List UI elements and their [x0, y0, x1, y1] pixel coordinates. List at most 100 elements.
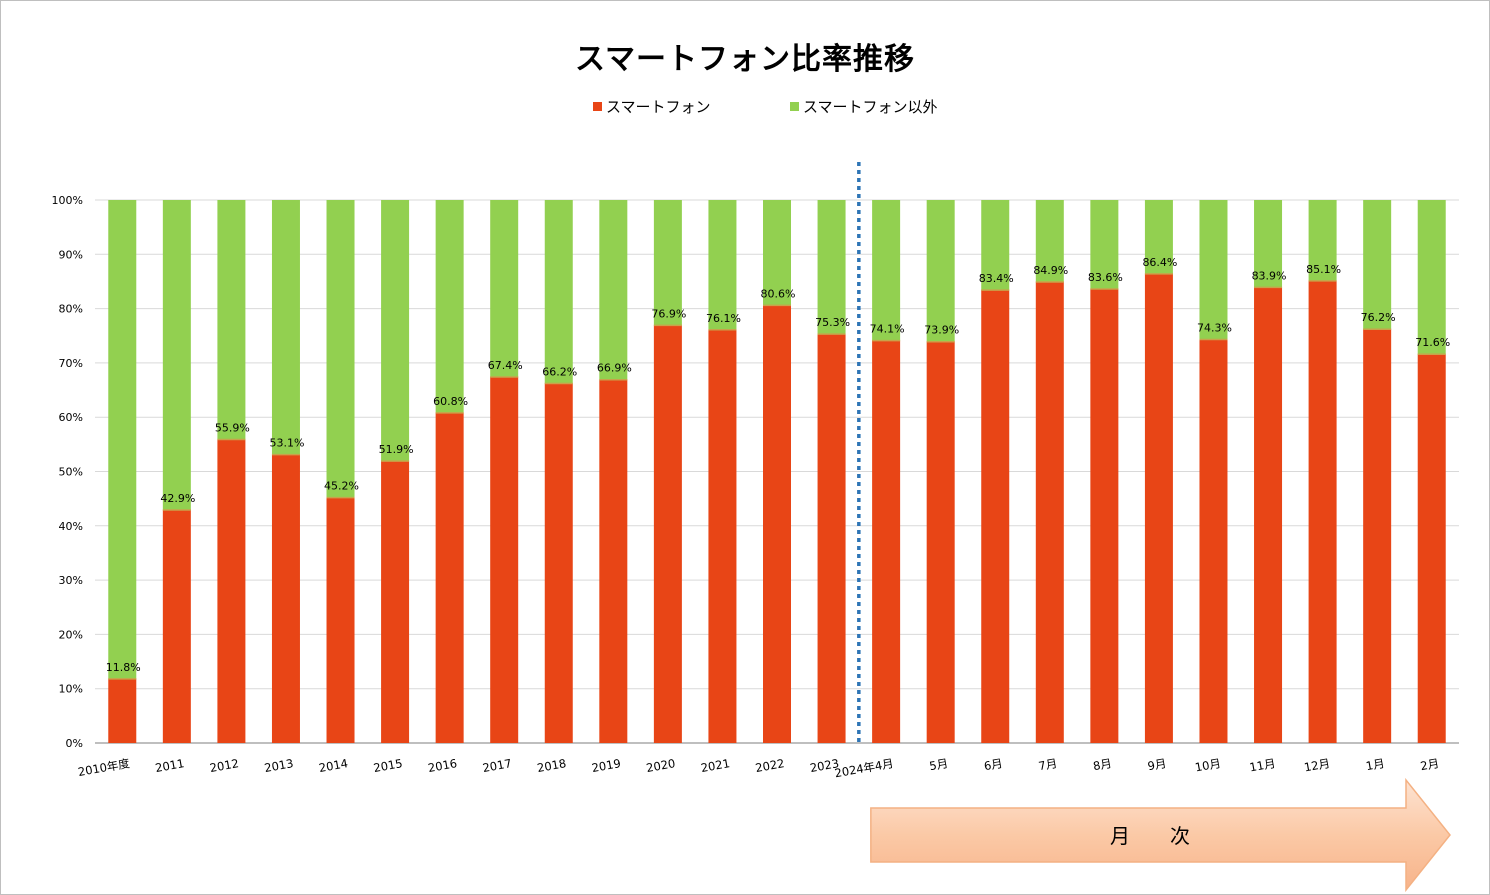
bar-non-smartphone	[872, 200, 901, 341]
bar-non-smartphone	[926, 200, 955, 342]
data-label: 84.9%	[1033, 264, 1068, 277]
y-tick-label: 50%	[59, 466, 83, 479]
bar-non-smartphone	[1417, 200, 1446, 355]
bars	[108, 200, 1446, 743]
y-tick-label: 30%	[59, 574, 83, 587]
y-tick-label: 100%	[52, 194, 83, 207]
bar-smartphone	[490, 377, 519, 743]
legend: スマートフォン スマートフォン以外	[0, 96, 1490, 118]
bar-smartphone	[981, 290, 1010, 743]
monthly-arrow-shape	[870, 777, 1451, 893]
legend-item-smartphone: スマートフォン	[593, 96, 711, 117]
y-tick-label: 60%	[59, 411, 83, 424]
x-tick-label: 2014	[318, 756, 349, 775]
x-tick-label: 2020	[645, 756, 676, 775]
x-axis: 2010年度 2011 2012 2013 2014 2015 2016 2017 2018 20…	[77, 756, 1440, 780]
bar-non-smartphone	[1363, 200, 1392, 330]
bar-smartphone	[435, 412, 464, 743]
x-tick-label: 2024年4月	[834, 756, 895, 780]
legend-item-non-smartphone: スマートフォン以外	[790, 96, 938, 117]
bar-non-smartphone	[381, 200, 410, 462]
x-tick-label: 6月	[983, 756, 1004, 773]
bar-smartphone	[872, 340, 901, 743]
x-tick-label: 2022	[754, 756, 785, 775]
y-tick-label: 10%	[59, 683, 83, 696]
x-tick-label: 2018	[536, 756, 567, 775]
bar-smartphone	[271, 454, 300, 743]
bar-smartphone	[217, 439, 246, 743]
bar-non-smartphone	[217, 200, 246, 440]
bar-smartphone	[381, 461, 410, 743]
data-label: 45.2%	[324, 480, 359, 493]
bar-smartphone	[162, 510, 191, 743]
bar-smartphone	[1035, 281, 1064, 743]
data-label: 11.8%	[106, 661, 141, 674]
bar-non-smartphone	[162, 200, 191, 511]
bar-non-smartphone	[108, 200, 137, 679]
y-tick-label: 80%	[59, 303, 83, 316]
data-label: 53.1%	[269, 437, 304, 450]
x-tick-label: 2017	[481, 756, 512, 775]
data-label: 83.4%	[979, 272, 1014, 285]
bar-non-smartphone	[1090, 200, 1119, 290]
bar-smartphone	[1363, 329, 1392, 743]
x-tick-label: 2012	[209, 756, 240, 775]
x-tick-label: 9月	[1146, 756, 1167, 773]
x-tick-label: 8月	[1092, 756, 1113, 773]
bar-non-smartphone	[544, 200, 573, 384]
data-label: 83.9%	[1252, 269, 1287, 282]
data-label: 76.9%	[651, 307, 686, 320]
x-tick-label: 2010年度	[77, 756, 131, 779]
data-labels: 11.8% 42.9% 55.9% 53.1% 45.2% 51.9% 60.8% 67.4%…	[106, 256, 1450, 674]
data-label: 74.3%	[1197, 322, 1232, 335]
x-tick-label: 2月	[1419, 756, 1440, 773]
bar-non-smartphone	[981, 200, 1010, 291]
x-tick-label: 2019	[591, 756, 622, 775]
x-tick-label: 2023	[809, 756, 840, 775]
bar-smartphone	[653, 325, 682, 743]
bar-non-smartphone	[271, 200, 300, 455]
data-label: 83.6%	[1088, 271, 1123, 284]
bar-smartphone	[1417, 354, 1446, 743]
legend-label-smartphone: スマートフォン	[606, 98, 711, 116]
data-label: 67.4%	[488, 359, 523, 372]
x-tick-label: 7月	[1037, 756, 1058, 773]
data-label: 75.3%	[815, 316, 850, 329]
bar-non-smartphone	[1035, 200, 1064, 282]
bar-smartphone	[1308, 280, 1337, 743]
bar-smartphone	[1090, 289, 1119, 743]
bar-smartphone	[1254, 287, 1283, 743]
data-label: 76.2%	[1361, 311, 1396, 324]
monthly-arrow: 月 次	[870, 777, 1451, 893]
bar-non-smartphone	[1308, 200, 1337, 281]
bar-smartphone	[763, 305, 791, 743]
bar-smartphone	[544, 383, 573, 743]
bar-non-smartphone	[435, 200, 464, 413]
x-tick-label: 2021	[700, 756, 731, 775]
x-tick-label: 11月	[1248, 756, 1276, 774]
data-label: 42.9%	[160, 492, 195, 505]
data-label: 66.9%	[597, 362, 632, 375]
bar-non-smartphone	[490, 200, 519, 378]
bar-smartphone	[108, 678, 137, 743]
bar-smartphone	[708, 329, 737, 743]
monthly-arrow-label: 月 次	[1110, 824, 1190, 848]
x-tick-label: 2016	[427, 756, 458, 775]
y-tick-label: 90%	[59, 248, 83, 261]
y-tick-label: 40%	[59, 520, 83, 533]
data-label: 73.9%	[924, 324, 959, 337]
legend-swatch-smartphone	[593, 102, 602, 111]
data-label: 51.9%	[379, 443, 414, 456]
legend-label-non-smartphone: スマートフォン以外	[803, 98, 938, 116]
bar-smartphone	[599, 379, 628, 743]
data-label: 55.9%	[215, 421, 250, 434]
y-axis: 0% 10% 20% 30% 40% 50% 60% 70% 80% 90% 100%	[52, 194, 83, 750]
data-label: 85.1%	[1306, 263, 1341, 276]
legend-swatch-non-smartphone	[790, 102, 799, 111]
x-tick-label: 5月	[928, 756, 949, 773]
bar-non-smartphone	[653, 200, 682, 326]
x-tick-label: 2011	[154, 756, 185, 775]
bar-non-smartphone	[326, 200, 355, 498]
data-label: 74.1%	[870, 323, 905, 336]
